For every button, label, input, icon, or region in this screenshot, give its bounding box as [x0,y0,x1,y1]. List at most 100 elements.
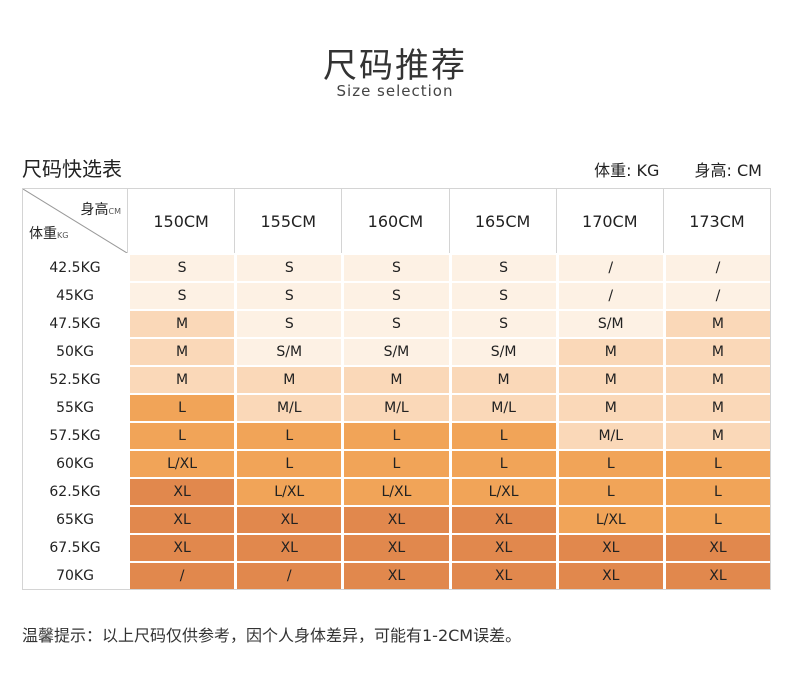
size-cell: XL [662,535,771,561]
size-cell: L [127,395,235,421]
size-chart-table: 身高CM 体重KG 150CM 155CM 160CM 165CM 170CM 173CM… [22,188,771,590]
diagonal-divider [23,189,127,253]
size-cell: S/M [234,339,342,365]
size-cell: L/XL [555,507,663,533]
weight-cell: 57.5KG [23,423,127,449]
disclaimer-note: 温馨提示：以上尺码仅供参考，因个人身体差异，可能有1-2CM误差。 [22,626,522,645]
size-cell: / [555,255,663,281]
size-cell: M/L [341,395,449,421]
height-axis-label: 身高CM [80,202,122,218]
size-cell: S [341,283,449,309]
size-cell: L/XL [341,479,449,505]
table-row: 57.5KG L L L L M/L M [23,421,771,449]
size-cell: M [662,423,771,449]
weight-cell: 65KG [23,507,127,533]
size-cell: S [448,283,556,309]
height-unit-label: 身高: CM [694,161,762,180]
size-cell: / [555,283,663,309]
table-row: 52.5KG M M M M M M [23,365,771,393]
size-cell: S [234,283,342,309]
size-cell: L [555,451,663,477]
size-cell: L [448,423,556,449]
weight-cell: 52.5KG [23,367,127,393]
size-cell: M [662,339,771,365]
size-cell: / [662,283,771,309]
table-row: 67.5KG XL XL XL XL XL XL [23,533,771,561]
weight-cell: 70KG [23,563,127,589]
size-cell: L [341,451,449,477]
weight-axis-label: 体重KG [29,226,69,242]
height-header-cell: 155CM [234,189,342,253]
table-row: 47.5KG M S S S S/M M [23,309,771,337]
size-cell: S/M [448,339,556,365]
size-cell: XL [127,479,235,505]
size-cell: M [662,311,771,337]
weight-cell: 60KG [23,451,127,477]
size-cell: XL [234,535,342,561]
table-row: 62.5KG XL L/XL L/XL L/XL L L [23,477,771,505]
size-cell: S [127,255,235,281]
weight-cell: 42.5KG [23,255,127,281]
size-cell: M [341,367,449,393]
size-cell: M [662,367,771,393]
size-cell: M [448,367,556,393]
table-row: 45KG S S S S / / [23,281,771,309]
size-cell: S [341,255,449,281]
size-cell: L [662,479,771,505]
size-cell: L/XL [448,479,556,505]
weight-cell: 55KG [23,395,127,421]
size-cell: L [234,451,342,477]
size-cell: M [234,367,342,393]
weight-cell: 62.5KG [23,479,127,505]
size-cell: L [448,451,556,477]
weight-cell: 47.5KG [23,311,127,337]
size-cell: L/XL [234,479,342,505]
size-cell: S [234,311,342,337]
page-subtitle: Size selection [336,82,454,100]
size-cell: / [127,563,235,589]
height-header-cell: 170CM [555,189,663,253]
size-cell: L [662,451,771,477]
size-cell: M/L [234,395,342,421]
size-cell: XL [448,535,556,561]
size-cell: M [555,339,663,365]
size-cell: L [234,423,342,449]
table-header-row: 身高CM 体重KG 150CM 155CM 160CM 165CM 170CM 173CM [23,189,771,253]
table-row: 50KG M S/M S/M S/M M M [23,337,771,365]
weight-cell: 45KG [23,283,127,309]
size-cell: S [127,283,235,309]
height-header-cell: 150CM [127,189,235,253]
size-cell: / [662,255,771,281]
size-cell: XL [341,507,449,533]
size-cell: XL [127,507,235,533]
size-cell: L [341,423,449,449]
size-cell: / [234,563,342,589]
size-cell: M [127,311,235,337]
units-legend: 体重: KG 身高: CM [564,157,762,181]
table-row: 42.5KG S S S S / / [23,253,771,281]
table-row: 65KG XL XL XL XL L/XL L [23,505,771,533]
size-cell: XL [448,507,556,533]
size-cell: S [341,311,449,337]
size-cell: M [555,367,663,393]
size-cell: XL [662,563,771,589]
size-cell: S [448,311,556,337]
size-cell: M [662,395,771,421]
size-cell: M/L [448,395,556,421]
table-row: 55KG L M/L M/L M/L M M [23,393,771,421]
size-cell: S/M [341,339,449,365]
height-header-cell: 173CM [662,189,771,253]
page-title: 尺码推荐 [323,46,467,86]
size-cell: L [662,507,771,533]
size-cell: M [127,367,235,393]
corner-header-cell: 身高CM 体重KG [23,189,127,253]
size-cell: M [555,395,663,421]
table-row: 60KG L/XL L L L L L [23,449,771,477]
size-cell: S [234,255,342,281]
height-header-cell: 160CM [341,189,449,253]
weight-cell: 67.5KG [23,535,127,561]
size-cell: XL [234,507,342,533]
table-title: 尺码快选表 [22,157,122,181]
size-cell: M/L [555,423,663,449]
size-cell: XL [555,563,663,589]
